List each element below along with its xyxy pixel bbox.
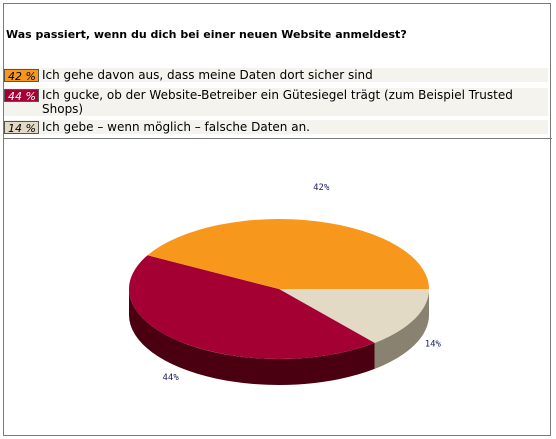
legend-percent-3: 14 %	[4, 121, 39, 135]
pie-slice-3	[279, 289, 430, 343]
pie-sides	[129, 289, 430, 385]
pie-slice-1	[147, 218, 429, 289]
poll-question: Was passiert, wenn du dich bei einer neu…	[6, 28, 407, 41]
pie-labels: 14% 44% 42%	[163, 183, 442, 383]
legend-label-3: Ich gebe – wenn möglich – falsche Daten …	[42, 120, 310, 134]
legend-item-2: 44 % Ich gucke, ob der Website-Betreiber…	[4, 88, 548, 116]
divider	[3, 138, 552, 139]
legend-item-3: 14 % Ich gebe – wenn möglich – falsche D…	[4, 120, 548, 135]
pie-side-3	[374, 289, 430, 369]
legend-item-1: 42 % Ich gehe davon aus, dass meine Date…	[4, 68, 548, 83]
pie-slice-2	[129, 255, 375, 359]
legend-label-1: Ich gehe davon aus, dass meine Daten dor…	[42, 68, 373, 82]
legend-percent-2: 44 %	[4, 89, 39, 103]
data-label-3: 14%	[425, 339, 442, 349]
pie-tops	[129, 218, 430, 359]
data-label-2: 44%	[163, 373, 180, 383]
data-label-1: 42%	[313, 183, 330, 193]
legend-percent-1: 42 %	[4, 69, 39, 83]
pie-side-2	[129, 289, 375, 385]
legend-label-2: Ich gucke, ob der Website-Betreiber ein …	[42, 88, 513, 116]
